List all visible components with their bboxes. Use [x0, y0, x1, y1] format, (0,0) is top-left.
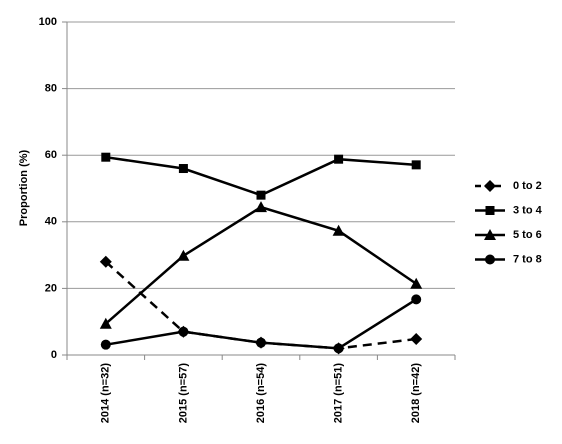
point: [410, 277, 423, 289]
series-line: [105, 155, 417, 197]
point: [99, 317, 112, 329]
x-tick-label: 2017 (n=51): [333, 363, 345, 424]
point: [178, 326, 189, 337]
point: [256, 190, 266, 200]
y-tick-label: 0: [51, 349, 57, 361]
y-axis-label: Proportion (%): [18, 149, 30, 226]
point: [101, 152, 111, 162]
y-tick-label: 20: [45, 282, 57, 294]
point: [177, 249, 190, 261]
y-tick-label: 40: [45, 216, 57, 228]
series-line: [104, 260, 417, 350]
y-tick-label: 100: [39, 16, 57, 28]
point: [411, 294, 422, 305]
y-tick-label: 80: [45, 83, 57, 95]
point: [410, 333, 423, 346]
x-tick-label: 2018 (n=42): [410, 363, 422, 424]
point: [100, 339, 111, 350]
point: [333, 343, 344, 354]
point: [255, 201, 267, 213]
point: [332, 224, 345, 236]
point: [334, 154, 344, 164]
legend-marker: [484, 229, 496, 240]
y-tick-label: 60: [45, 149, 57, 161]
legend-label: 0 to 2: [513, 180, 542, 192]
legend-label: 3 to 4: [513, 204, 543, 216]
legend-marker: [484, 180, 496, 192]
point: [256, 337, 266, 348]
point: [411, 160, 421, 170]
legend-marker: [485, 254, 495, 265]
x-tick-label: 2015 (n=57): [177, 363, 189, 424]
legend-marker: [485, 206, 495, 215]
point: [99, 255, 112, 268]
point: [178, 164, 188, 174]
series-line: [104, 205, 417, 325]
x-tick-label: 2014 (n=32): [100, 363, 112, 424]
legend-label: 5 to 6: [513, 229, 542, 241]
x-tick-label: 2016 (n=54): [255, 363, 267, 424]
legend-label: 7 to 8: [513, 253, 542, 265]
